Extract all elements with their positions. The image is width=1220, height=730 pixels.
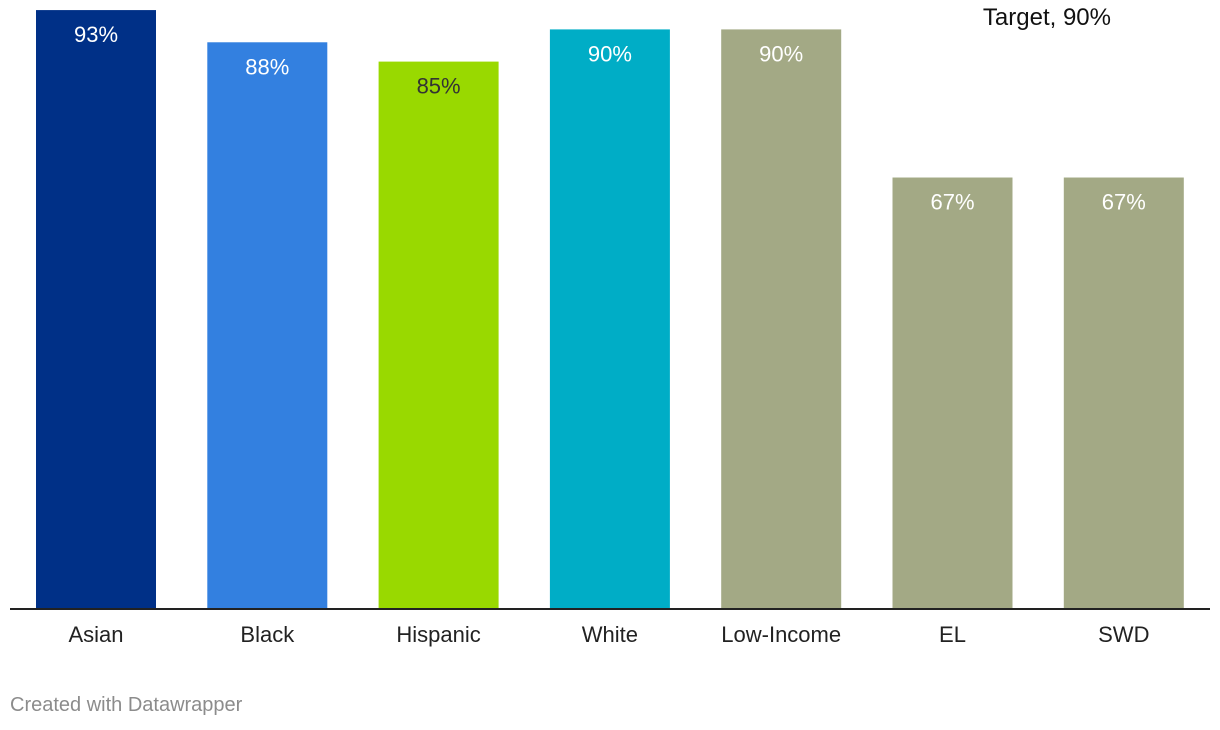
value-label: 88% — [245, 54, 289, 79]
bar-black — [207, 42, 328, 609]
bar-white — [549, 29, 670, 609]
bars-group — [36, 10, 1184, 610]
bar-asian — [36, 10, 156, 609]
category-label: Black — [240, 622, 295, 647]
category-label: White — [582, 622, 638, 647]
value-label: 67% — [1102, 190, 1146, 215]
value-label: 85% — [417, 74, 461, 99]
category-labels-group: Asian Black Hispanic White Low-Income EL SWD — [68, 622, 1149, 647]
bar-el — [892, 177, 1013, 609]
bar-hispanic — [378, 61, 499, 610]
category-label: SWD — [1098, 622, 1149, 647]
value-label: 90% — [588, 41, 632, 66]
value-labels-group: 93% 88% 85% 90% 90% 67% 67% — [74, 22, 1146, 214]
bar-swd — [1063, 177, 1184, 609]
value-label: 90% — [759, 41, 803, 66]
category-label: Asian — [68, 622, 123, 647]
datawrapper-credit[interactable]: Created with Datawrapper — [10, 694, 243, 716]
category-label: Hispanic — [396, 622, 480, 647]
category-label: Low-Income — [721, 622, 841, 647]
target-annotation: Target, 90% — [983, 4, 1111, 31]
category-label: EL — [939, 622, 966, 647]
value-label: 67% — [930, 190, 974, 215]
bar-low-income — [721, 29, 842, 609]
value-label: 93% — [74, 22, 118, 47]
